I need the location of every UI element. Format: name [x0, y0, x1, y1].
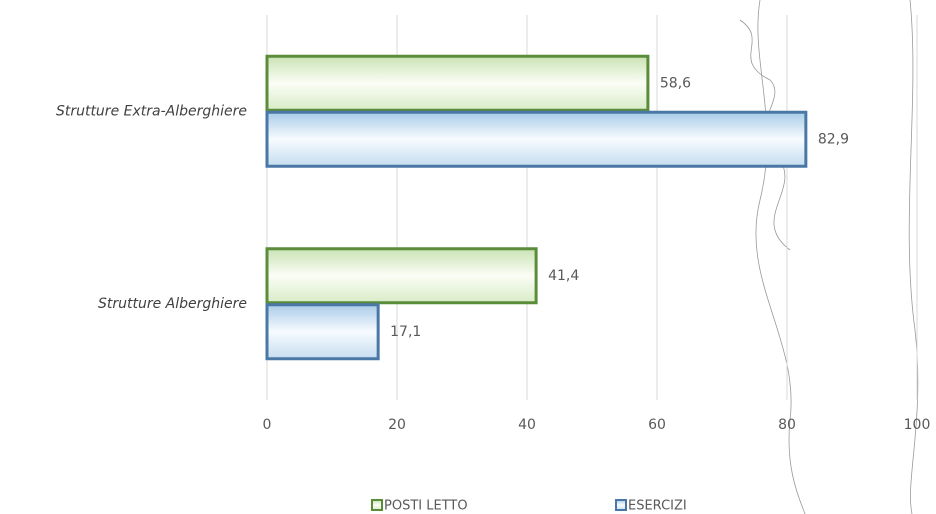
- bar: [265, 110, 808, 168]
- x-tick-label: 60: [648, 417, 666, 433]
- x-tick-label: 100: [904, 417, 931, 433]
- legend-label: ESERCIZI: [628, 499, 687, 514]
- x-tick-label: 20: [388, 417, 406, 433]
- category-label: Strutture Alberghiere: [98, 296, 247, 312]
- x-tick-label: 80: [778, 417, 796, 433]
- legend-swatch: [371, 499, 383, 511]
- background-drawing: [739, 0, 919, 514]
- value-label: 17,1: [390, 324, 421, 340]
- bar: [265, 303, 380, 361]
- value-label: 41,4: [548, 268, 579, 284]
- value-label: 58,6: [660, 75, 691, 91]
- legend-label: POSTI LETTO: [384, 499, 468, 514]
- x-tick-label: 40: [518, 417, 536, 433]
- x-tick-label: 0: [263, 417, 272, 433]
- value-label: 82,9: [818, 131, 849, 147]
- legend-swatch: [615, 499, 627, 511]
- bar: [265, 247, 538, 305]
- bar: [265, 54, 650, 112]
- category-label: Strutture Extra-Alberghiere: [56, 103, 247, 119]
